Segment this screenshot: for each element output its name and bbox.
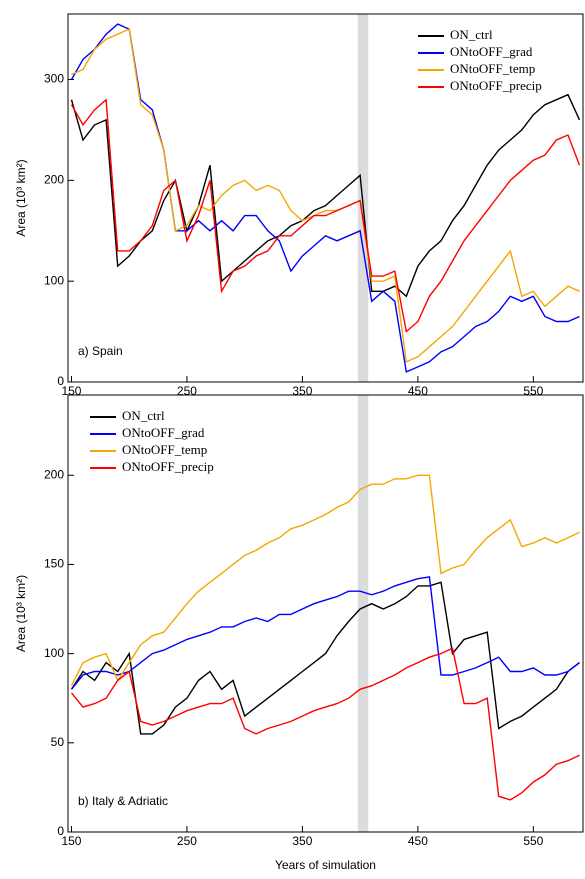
- y-axis-label: Area (10³ km²): [14, 159, 28, 236]
- legend-label: ONtoOFF_temp: [122, 442, 207, 457]
- x-tick-label: 250: [177, 834, 197, 848]
- series-line: [70, 581, 580, 735]
- panel-annotation: a) Spain: [78, 344, 123, 358]
- x-tick-label: 450: [408, 834, 428, 848]
- series-line: [70, 474, 580, 687]
- x-tick-label: 350: [292, 384, 312, 398]
- y-tick-label: 300: [44, 72, 64, 86]
- x-tick-label: 350: [292, 834, 312, 848]
- legend-label: ONtoOFF_grad: [122, 425, 205, 440]
- y-tick-label: 200: [44, 467, 64, 481]
- series-line: [70, 93, 581, 298]
- legend-label: ONtoOFF_precip: [450, 78, 542, 93]
- y-axis-label: Area (10³ km²): [14, 575, 28, 652]
- legend-label: ONtoOFF_grad: [450, 44, 533, 59]
- legend-label: ONtoOFF_temp: [450, 61, 535, 76]
- legend-label: ONtoOFF_precip: [122, 459, 214, 474]
- y-tick-label: 100: [44, 273, 64, 287]
- legend-label: ON_ctrl: [450, 27, 493, 42]
- legend-label: ON_ctrl: [122, 408, 165, 423]
- plot-frame: [67, 394, 584, 833]
- series-line: [70, 576, 580, 690]
- x-tick-label: 550: [523, 834, 543, 848]
- series-line: [70, 23, 580, 373]
- series-line: [70, 98, 581, 333]
- y-tick-label: 0: [57, 374, 64, 388]
- plot-frame: [67, 13, 584, 383]
- series-line: [70, 647, 580, 801]
- y-tick-label: 50: [51, 735, 65, 749]
- x-tick-label: 550: [523, 384, 543, 398]
- x-tick-label: 450: [408, 384, 428, 398]
- y-tick-label: 0: [57, 824, 64, 838]
- x-axis-label: Years of simulation: [275, 858, 376, 872]
- x-tick-label: 150: [61, 384, 81, 398]
- shaded-period: [357, 395, 369, 832]
- panel-annotation: b) Italy & Adriatic: [78, 794, 168, 808]
- series-line: [71, 28, 580, 363]
- x-tick-label: 150: [61, 834, 81, 848]
- x-tick-label: 250: [177, 384, 197, 398]
- y-tick-label: 100: [44, 646, 64, 660]
- y-tick-label: 150: [44, 557, 64, 571]
- y-tick-label: 200: [44, 173, 64, 187]
